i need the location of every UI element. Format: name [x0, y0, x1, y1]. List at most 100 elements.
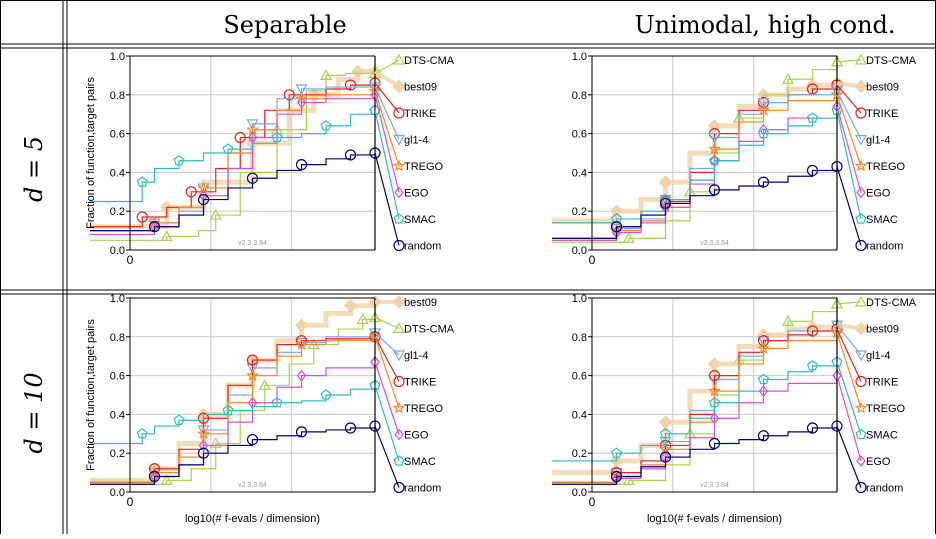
series-line-SMAC — [552, 362, 837, 461]
y-tick-label: 0.0 — [572, 487, 587, 499]
series-line-gl1-4 — [552, 325, 837, 482]
legend-entry-SMAC: SMAC — [866, 430, 898, 442]
legend-entry-TRIKE: TRIKE — [866, 377, 898, 389]
series-marker-best09 — [709, 358, 721, 370]
y-tick-label: 1.0 — [572, 293, 587, 305]
series-line-random — [552, 167, 837, 239]
legend-marker-gl1-4 — [394, 136, 404, 145]
version-label: v2.3.3.84 — [700, 482, 729, 489]
legend-entry-TRIKE: TRIKE — [404, 108, 436, 120]
legend-entry-TREGO: TREGO — [866, 403, 906, 415]
x-axis-label: log10(# f-evals / dimension) — [647, 513, 782, 525]
legend-leader-TREGO — [837, 95, 861, 166]
y-tick-label: 0.8 — [572, 90, 587, 102]
y-tick-label: 0.8 — [572, 332, 587, 344]
legend-entry-TREGO: TREGO — [404, 403, 444, 415]
series-line-gl1-4 — [552, 91, 837, 238]
series-line-TRIKE — [90, 83, 375, 227]
series-line-TRIKE — [552, 85, 837, 238]
legend-entry-TREGO: TREGO — [404, 161, 444, 173]
chart-panel: 0.0 0.2 0.4 0.6 0.8 1.0 0 v2.3.3.84 log10(# f-ev… — [552, 293, 917, 525]
series-line-random — [90, 153, 375, 231]
x-axis-label: log10(# f-evals / dimension) — [185, 513, 320, 525]
y-tick-label: 0.2 — [110, 206, 125, 218]
series-line-EGO — [90, 362, 375, 484]
y-tick-label: 1.0 — [110, 51, 125, 63]
series-marker-best09 — [345, 300, 357, 312]
legend-marker-gl1-4 — [856, 351, 866, 360]
series-marker-best09 — [660, 416, 672, 428]
row-header-d5: d = 5 — [20, 136, 48, 202]
legend-entry-best09: best09 — [404, 82, 437, 94]
legend-entry-gl1-4: gl1-4 — [866, 135, 890, 147]
column-header-separable: Separable — [223, 11, 346, 39]
x-tick-label: 0 — [589, 495, 596, 509]
y-tick-label: 0.0 — [572, 245, 587, 257]
y-tick-label: 0.6 — [110, 129, 125, 141]
y-tick-label: 0.8 — [110, 90, 125, 102]
legend-entry-best09: best09 — [866, 82, 899, 94]
y-axis-label: Fraction of function,target pairs — [85, 77, 97, 229]
series-marker-best09 — [296, 319, 308, 331]
x-tick-label: 0 — [127, 495, 134, 509]
legend-entry-DTS-CMA: DTS-CMA — [404, 55, 455, 67]
series-marker-best09 — [660, 176, 672, 188]
series-line-gl1-4 — [90, 333, 375, 482]
chart-panel: 0.00.20.40.60.81.00v2.3.3.84DTS-CMAbest0… — [552, 51, 917, 267]
legend-entry-SMAC: SMAC — [404, 214, 436, 226]
legend-entry-EGO: EGO — [404, 188, 429, 200]
legend-marker-DTS-CMA — [856, 297, 866, 306]
legend-entry-gl1-4: gl1-4 — [404, 135, 428, 147]
y-tick-label: 0.6 — [572, 129, 587, 141]
y-tick-label: 0.2 — [110, 448, 125, 460]
y-tick-label: 0.0 — [110, 245, 125, 257]
y-tick-label: 0.0 — [110, 487, 125, 499]
version-label: v2.3.3.84 — [238, 482, 267, 489]
y-tick-label: 0.4 — [572, 409, 587, 421]
legend-entry-best09: best09 — [866, 324, 899, 336]
column-header-unimodal: Unimodal, high cond. — [634, 11, 895, 39]
legend-entry-DTS-CMA: DTS-CMA — [866, 297, 917, 309]
legend-entry-DTS-CMA: DTS-CMA — [404, 324, 455, 336]
y-tick-label: 0.2 — [572, 448, 587, 460]
legend-entry-best09: best09 — [404, 297, 437, 309]
y-tick-label: 0.2 — [572, 206, 587, 218]
legend-entry-TREGO: TREGO — [866, 161, 906, 173]
y-tick-label: 1.0 — [572, 51, 587, 63]
legend-entry-EGO: EGO — [866, 456, 891, 468]
series-marker-best09 — [611, 205, 623, 217]
y-tick-label: 0.6 — [572, 371, 587, 383]
legend-entry-SMAC: SMAC — [866, 214, 898, 226]
legend-entry-random: random — [866, 241, 903, 253]
series-line-random — [90, 426, 375, 484]
y-axis-label: Fraction of function,target pairs — [85, 319, 97, 471]
legend-entry-random: random — [404, 241, 441, 253]
y-tick-label: 0.4 — [110, 409, 125, 421]
legend-entry-SMAC: SMAC — [404, 456, 436, 468]
legend-entry-gl1-4: gl1-4 — [866, 350, 890, 362]
legend-marker-gl1-4 — [856, 136, 866, 145]
legend-entry-EGO: EGO — [404, 430, 429, 442]
series-line-best09 — [552, 325, 837, 472]
y-tick-label: 0.6 — [110, 371, 125, 383]
legend-entry-TRIKE: TRIKE — [404, 377, 436, 389]
legend-leader-EGO — [837, 376, 861, 461]
series-line-TREGO — [90, 91, 375, 231]
version-label: v2.3.3.84 — [700, 240, 729, 247]
y-tick-label: 1.0 — [110, 293, 125, 305]
legend-entry-random: random — [866, 483, 903, 495]
series-line-TREGO — [552, 333, 837, 482]
series-line-TRIKE — [552, 329, 837, 482]
series-line-SMAC — [552, 110, 837, 223]
legend-marker-DTS-CMA — [856, 55, 866, 64]
series-line-random — [552, 426, 837, 484]
row-header-d10: d = 10 — [20, 372, 48, 453]
y-tick-label: 0.4 — [572, 167, 587, 179]
legend-entry-gl1-4: gl1-4 — [404, 350, 428, 362]
series-line-EGO — [90, 95, 375, 235]
